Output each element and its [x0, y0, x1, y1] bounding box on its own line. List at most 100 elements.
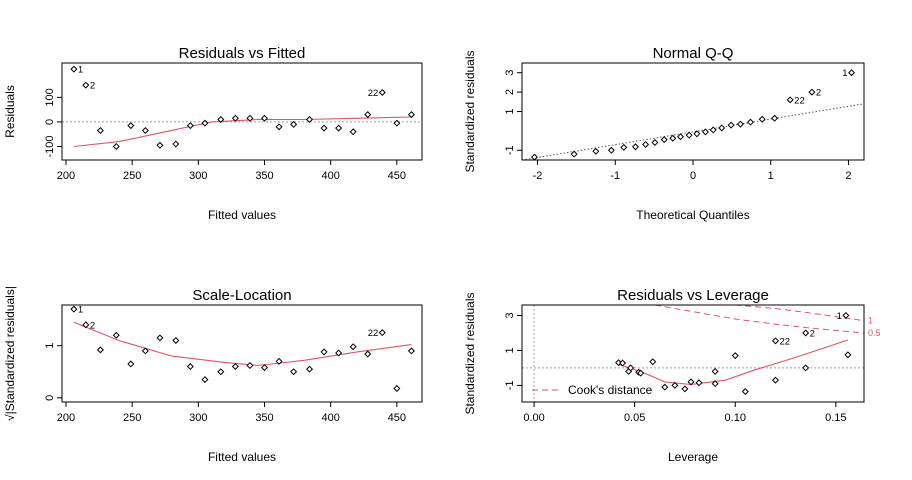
data-point	[771, 114, 779, 122]
x-axis-label: Fitted values	[208, 208, 276, 222]
x-axis-label: Fitted values	[208, 450, 276, 464]
data-point	[695, 379, 703, 387]
data-point	[156, 141, 164, 149]
data-point	[677, 133, 685, 141]
data-point	[201, 376, 209, 384]
x-tick-label: 300	[189, 170, 207, 182]
x-tick-label: 450	[388, 412, 406, 424]
x-tick-label: 2	[845, 170, 851, 182]
data-point	[731, 352, 739, 360]
data-point	[364, 350, 372, 358]
data-point	[320, 124, 328, 132]
y-axis-label: Standardized residuals	[463, 292, 477, 414]
data-point	[685, 131, 693, 139]
x-tick-label: 350	[255, 412, 273, 424]
data-point	[747, 118, 755, 126]
x-tick-label: 200	[57, 412, 75, 424]
point-annotation: 22	[794, 95, 805, 106]
data-point	[660, 136, 668, 144]
y-tick-label: 3	[504, 312, 516, 318]
point-annotation: 1	[837, 311, 842, 322]
x-tick-label: -1	[610, 170, 620, 182]
plot-frame	[521, 304, 865, 403]
data-point	[349, 128, 357, 136]
cooks-distance-label: 0.5	[868, 328, 881, 338]
data-point	[669, 134, 677, 142]
data-point	[693, 130, 701, 138]
y-tick-label: -100	[44, 135, 56, 157]
data-point	[711, 367, 719, 375]
y-axis-label: Residuals	[3, 85, 17, 138]
point-annotation: 22	[368, 328, 379, 339]
point-annotation: 2	[90, 320, 95, 331]
y-tick-label: -1	[504, 145, 516, 155]
x-tick-label: 400	[321, 412, 339, 424]
data-point	[378, 329, 386, 337]
data-point	[530, 153, 538, 161]
smoother-line	[618, 339, 849, 386]
data-point	[217, 368, 225, 376]
data-point	[172, 336, 180, 344]
x-tick-label: 200	[57, 170, 75, 182]
data-point	[112, 142, 120, 151]
y-tick-label: -1	[504, 381, 516, 391]
point-annotation: 22	[779, 336, 790, 347]
data-point	[275, 357, 283, 365]
data-point	[246, 114, 254, 122]
point-annotation: 2	[90, 81, 95, 92]
data-point	[186, 363, 194, 371]
data-point	[96, 127, 104, 135]
x-tick-label: 0.00	[523, 412, 544, 424]
y-tick-label: 1	[504, 108, 516, 114]
x-axis-label: Theoretical Quantiles	[636, 208, 749, 222]
data-point	[671, 381, 679, 389]
x-tick-label: 300	[189, 412, 207, 424]
plot-frame	[61, 62, 423, 161]
data-point	[70, 65, 78, 73]
plot-frame	[521, 62, 865, 161]
data-point	[651, 139, 659, 147]
point-annotation: 1	[842, 68, 847, 79]
data-point	[275, 123, 283, 131]
data-point	[786, 96, 794, 104]
data-point	[172, 140, 180, 148]
data-point	[661, 383, 669, 391]
y-tick-label: 0	[44, 395, 56, 401]
x-tick-label: 250	[123, 412, 141, 424]
chart-title: Scale-Location	[192, 287, 291, 304]
data-point	[844, 351, 852, 359]
panel-scale-location: 200 250 300 350 400 450 0 1 Scale-Location Fitted…	[3, 286, 423, 464]
data-point	[393, 119, 401, 127]
data-point	[709, 126, 717, 134]
x-tick-label: 0.10	[725, 412, 746, 424]
data-point	[771, 376, 779, 384]
y-tick-label: 1	[44, 343, 56, 349]
data-point	[320, 348, 328, 356]
data-point	[570, 150, 578, 158]
data-point	[592, 147, 600, 155]
data-point	[407, 347, 415, 355]
data-point	[141, 347, 149, 355]
data-point	[349, 343, 357, 351]
smoother-line	[73, 116, 412, 148]
data-point	[802, 364, 810, 372]
data-point	[186, 122, 194, 130]
data-point	[246, 361, 254, 370]
x-tick-label: -2	[533, 170, 543, 182]
data-point	[619, 359, 627, 367]
data-point	[681, 385, 689, 393]
y-axis-label: √|Standardized residuals|	[3, 286, 17, 421]
data-point	[156, 334, 164, 342]
chart-title: Residuals vs Fitted	[179, 45, 306, 62]
data-point	[687, 378, 695, 386]
data-point	[758, 115, 766, 123]
data-point	[711, 380, 719, 388]
data-point	[70, 305, 78, 313]
y-tick-label: 3	[504, 70, 516, 76]
y-tick-label: 0	[44, 119, 56, 125]
data-point	[631, 143, 639, 151]
data-point	[127, 360, 135, 368]
data-point	[727, 121, 735, 129]
data-point	[82, 321, 90, 329]
